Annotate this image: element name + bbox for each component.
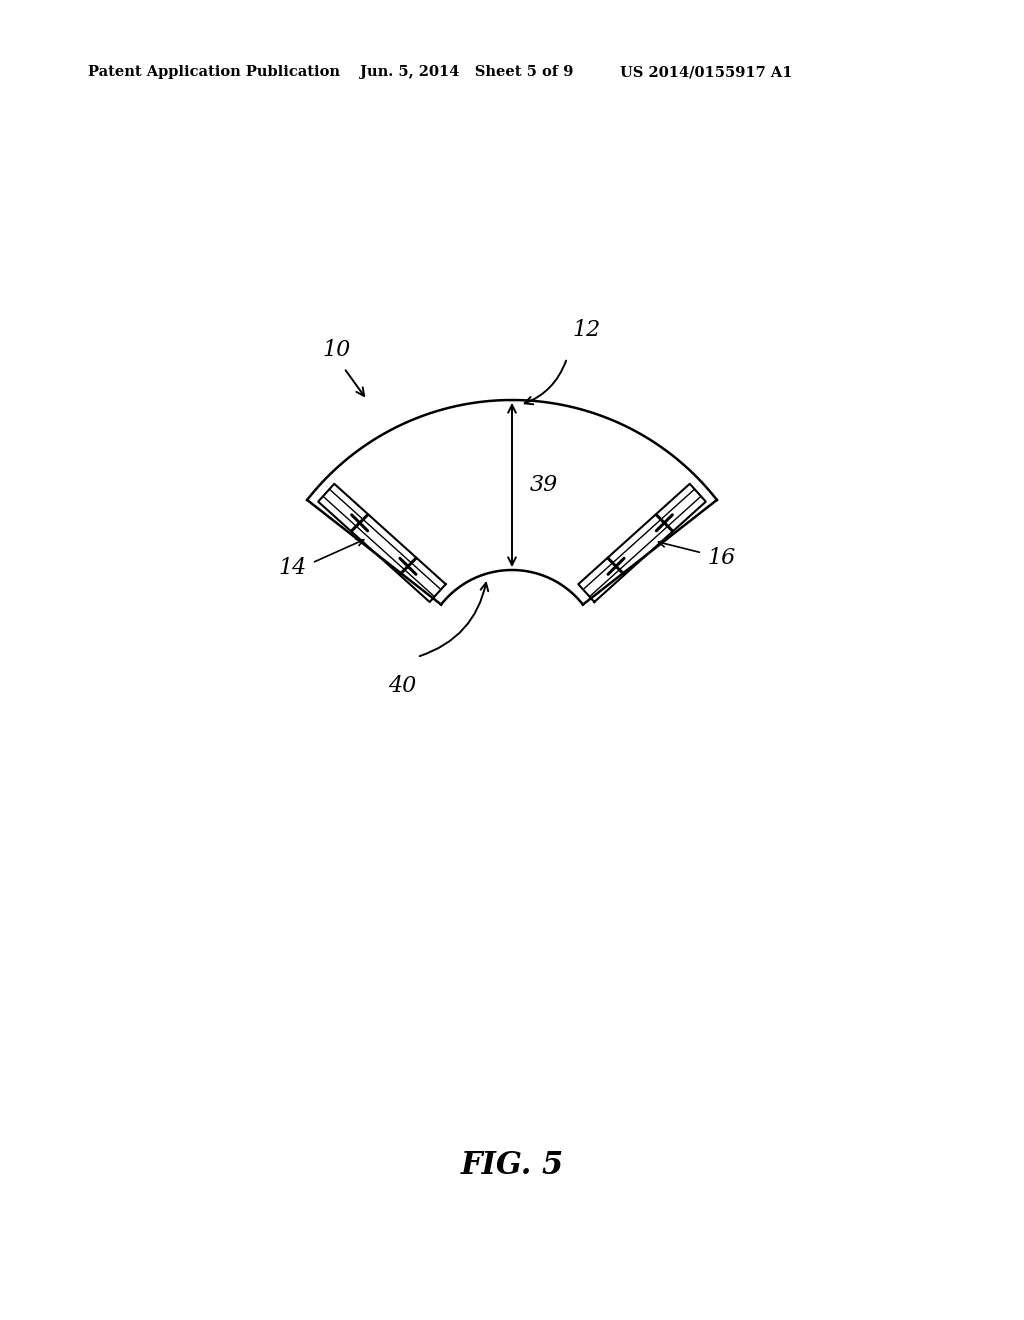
Text: 10: 10 <box>322 339 350 360</box>
Text: 14: 14 <box>279 557 307 579</box>
Text: 16: 16 <box>707 546 735 569</box>
Text: 39: 39 <box>530 474 558 496</box>
Text: Jun. 5, 2014   Sheet 5 of 9: Jun. 5, 2014 Sheet 5 of 9 <box>360 65 573 79</box>
Text: 40: 40 <box>388 675 416 697</box>
Text: Patent Application Publication: Patent Application Publication <box>88 65 340 79</box>
Text: US 2014/0155917 A1: US 2014/0155917 A1 <box>620 65 793 79</box>
Text: 12: 12 <box>572 319 600 341</box>
Text: FIG. 5: FIG. 5 <box>461 1150 563 1180</box>
